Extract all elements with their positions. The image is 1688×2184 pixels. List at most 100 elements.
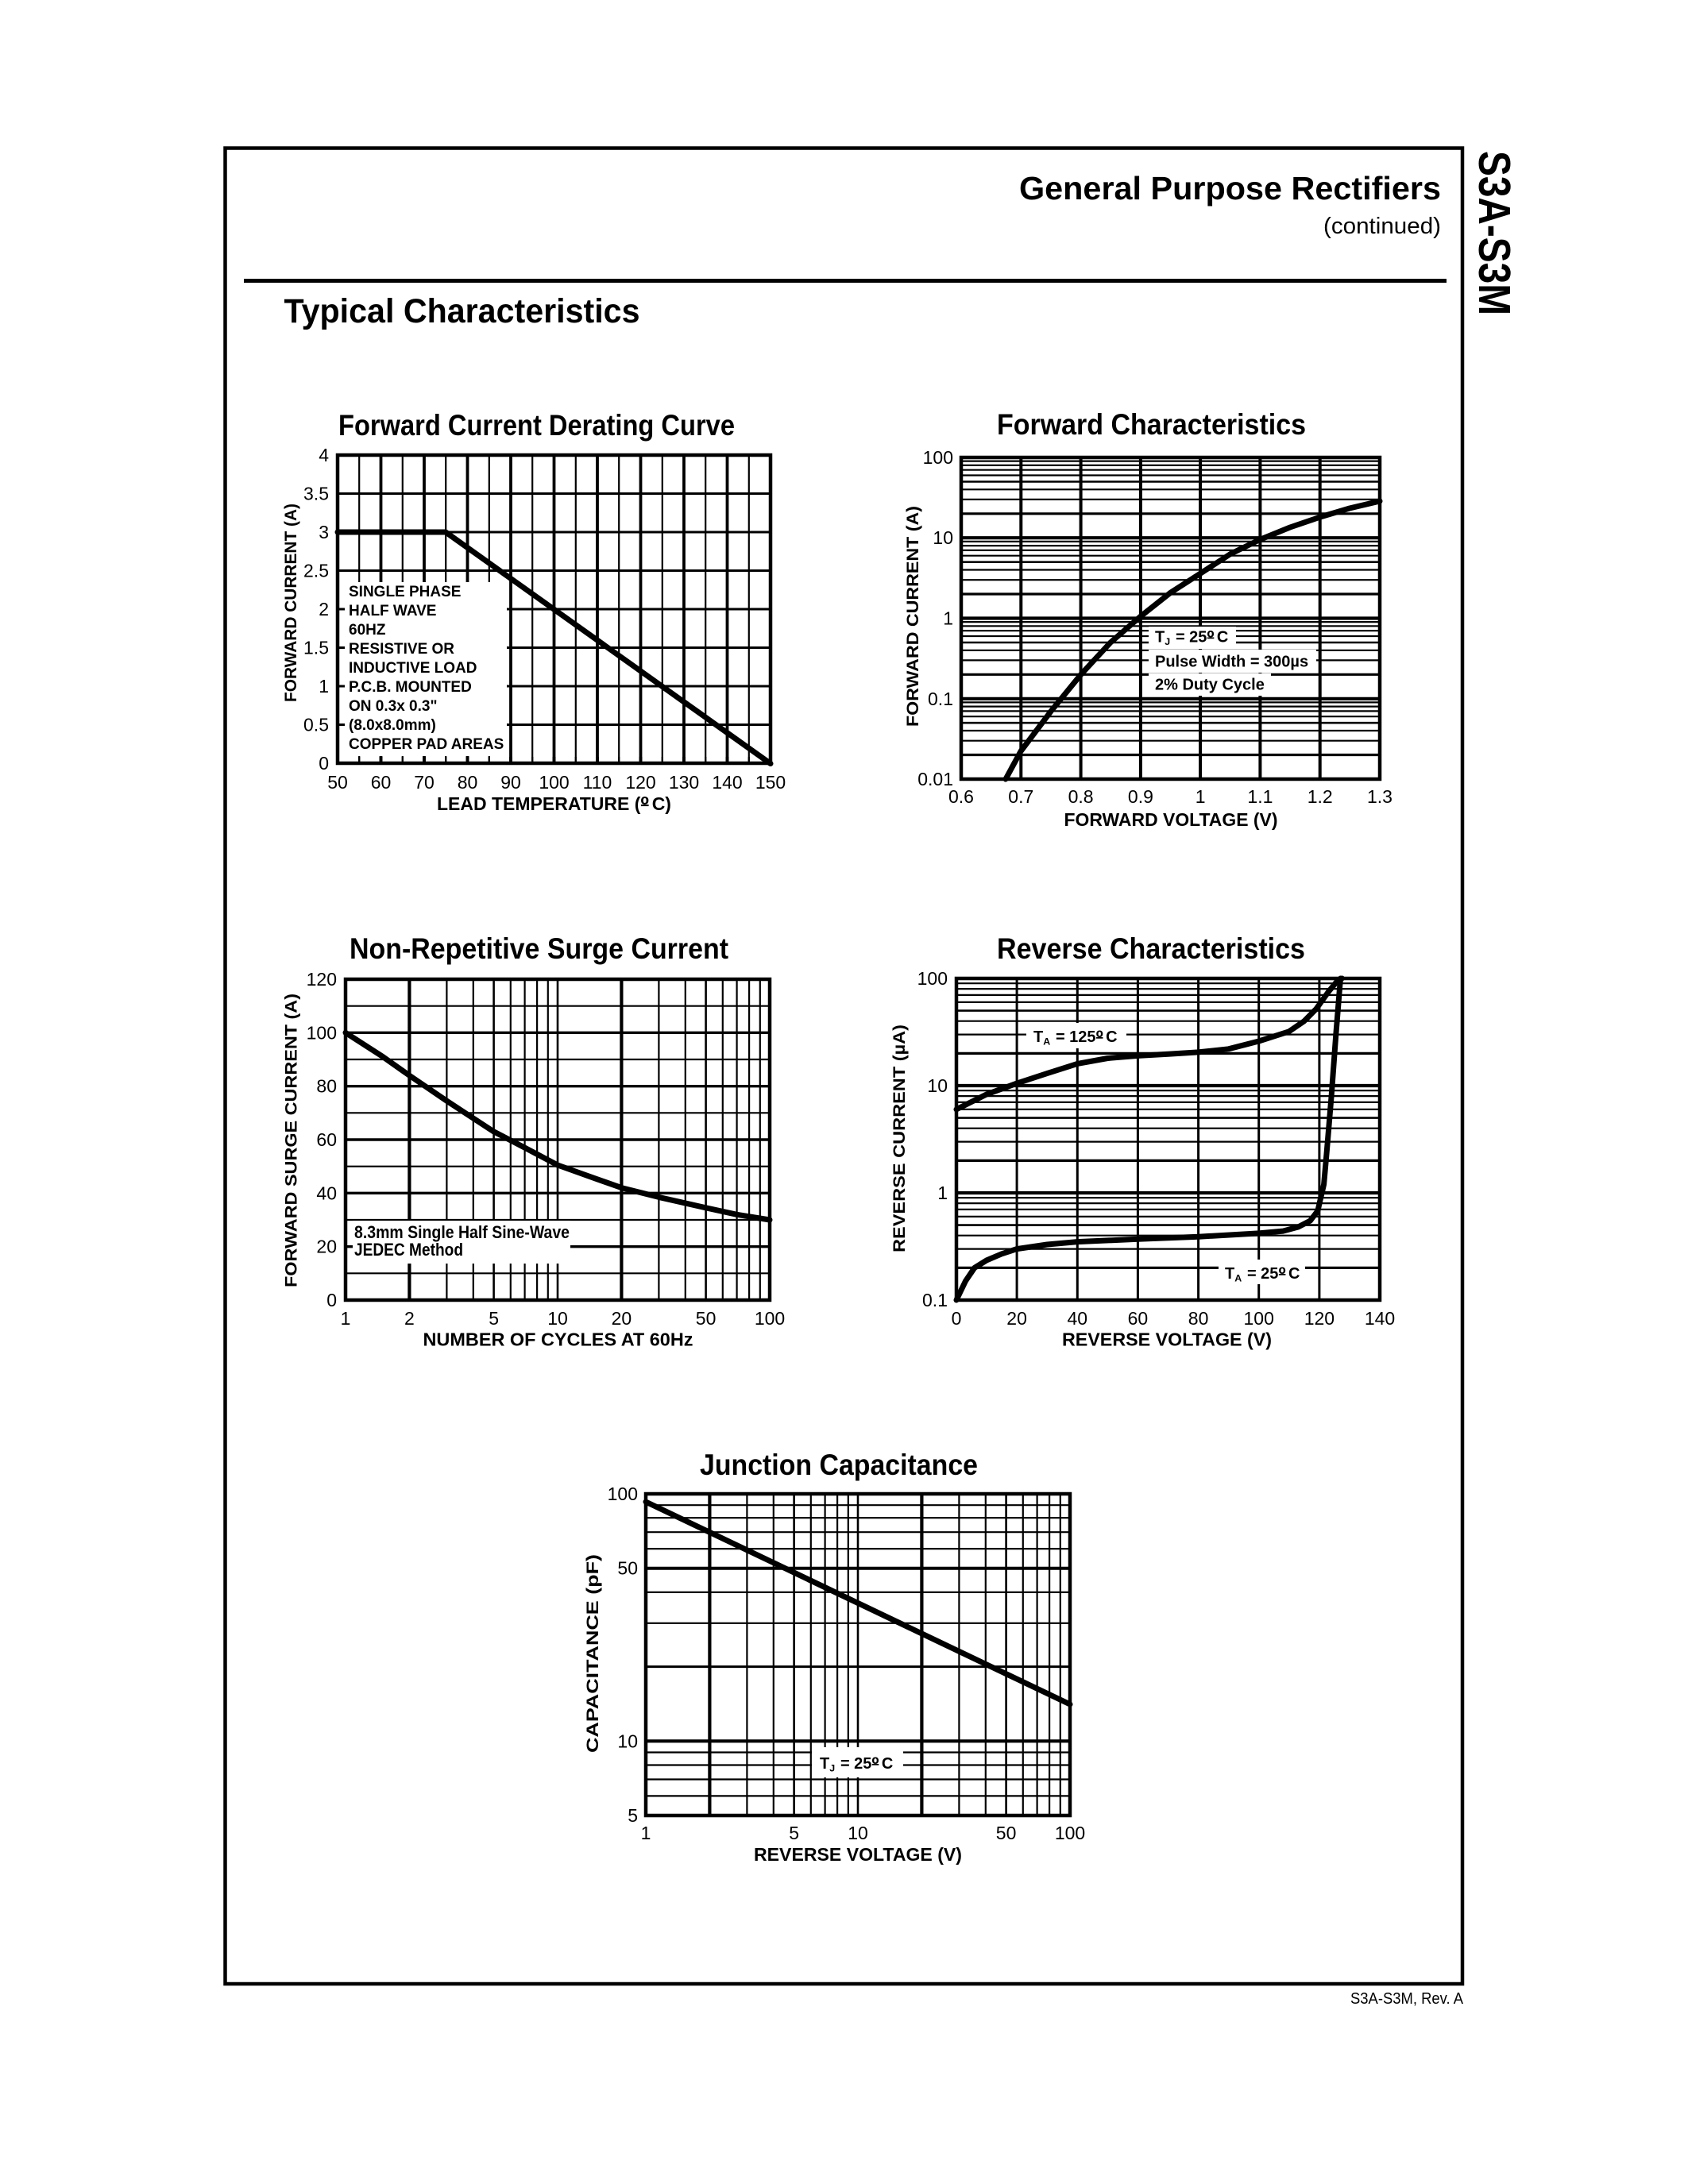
svg-text:Junction Capacitance: Junction Capacitance bbox=[700, 1448, 978, 1481]
svg-text:T: T bbox=[1225, 1265, 1234, 1283]
svg-text:S3A-S3M: S3A-S3M bbox=[1469, 151, 1520, 315]
svg-text:80: 80 bbox=[316, 1076, 337, 1097]
svg-text:Reverse Characteristics: Reverse Characteristics bbox=[997, 932, 1305, 965]
svg-text:70: 70 bbox=[414, 772, 435, 793]
svg-text:RESISTIVE OR: RESISTIVE OR bbox=[349, 641, 454, 658]
svg-text:120: 120 bbox=[307, 969, 337, 990]
svg-text:General Purpose Rectifiers: General Purpose Rectifiers bbox=[1019, 170, 1441, 206]
svg-text:90: 90 bbox=[500, 772, 521, 793]
svg-text:Forward Current Derating Curve: Forward Current Derating Curve bbox=[338, 408, 735, 442]
svg-text:60: 60 bbox=[1128, 1308, 1149, 1329]
svg-text:20: 20 bbox=[316, 1237, 337, 1257]
svg-text:= 25: = 25 bbox=[836, 1755, 871, 1773]
svg-text:0.5: 0.5 bbox=[303, 715, 329, 735]
svg-text:1.1: 1.1 bbox=[1247, 786, 1273, 807]
svg-text:Pulse Width = 300µs: Pulse Width = 300µs bbox=[1155, 654, 1308, 671]
svg-text:0.8: 0.8 bbox=[1068, 786, 1094, 807]
svg-text:3: 3 bbox=[319, 522, 329, 542]
svg-text:P.C.B. MOUNTED: P.C.B. MOUNTED bbox=[349, 679, 472, 696]
svg-text:NUMBER OF CYCLES AT 60Hz: NUMBER OF CYCLES AT 60Hz bbox=[423, 1329, 693, 1350]
svg-text:120: 120 bbox=[1304, 1308, 1335, 1329]
svg-text:150: 150 bbox=[755, 772, 786, 793]
svg-text:FORWARD SURGE CURRENT (A): FORWARD SURGE CURRENT (A) bbox=[283, 994, 301, 1287]
svg-text:LEAD TEMPERATURE (: LEAD TEMPERATURE ( bbox=[437, 793, 641, 814]
svg-text:1: 1 bbox=[641, 1823, 651, 1843]
svg-text:0.1: 0.1 bbox=[922, 1290, 948, 1310]
svg-text:FORWARD CURRENT (A): FORWARD CURRENT (A) bbox=[282, 504, 300, 702]
svg-text:SINGLE PHASE: SINGLE PHASE bbox=[349, 584, 461, 600]
svg-text:140: 140 bbox=[712, 772, 742, 793]
svg-text:130: 130 bbox=[669, 772, 699, 793]
svg-text:REVERSE VOLTAGE (V): REVERSE VOLTAGE (V) bbox=[754, 1844, 962, 1865]
svg-text:T: T bbox=[1033, 1028, 1043, 1046]
svg-text:JEDEC Method: JEDEC Method bbox=[354, 1240, 463, 1260]
svg-text:1.2: 1.2 bbox=[1308, 786, 1333, 807]
svg-text:REVERSE VOLTAGE (V): REVERSE VOLTAGE (V) bbox=[1062, 1329, 1272, 1350]
svg-text:5: 5 bbox=[628, 1805, 638, 1826]
svg-text:Typical Characteristics: Typical Characteristics bbox=[284, 292, 640, 330]
svg-text:0.7: 0.7 bbox=[1008, 786, 1033, 807]
svg-text:100: 100 bbox=[755, 1308, 785, 1329]
svg-text:= 125: = 125 bbox=[1051, 1028, 1095, 1046]
svg-text:2: 2 bbox=[404, 1308, 415, 1329]
svg-text:J: J bbox=[1165, 636, 1170, 647]
svg-text:(8.0x8.0mm): (8.0x8.0mm) bbox=[349, 717, 436, 734]
svg-text:20: 20 bbox=[612, 1308, 632, 1329]
svg-text:C: C bbox=[882, 1755, 893, 1773]
svg-text:50: 50 bbox=[696, 1308, 717, 1329]
svg-text:40: 40 bbox=[316, 1183, 337, 1203]
svg-text:2.5: 2.5 bbox=[303, 561, 329, 581]
svg-text:5: 5 bbox=[489, 1308, 499, 1329]
svg-text:50: 50 bbox=[996, 1823, 1017, 1843]
svg-text:C: C bbox=[1217, 629, 1228, 646]
svg-text:Non-Repetitive Surge Current: Non-Repetitive Surge Current bbox=[350, 932, 728, 965]
svg-text:1.3: 1.3 bbox=[1367, 786, 1393, 807]
svg-text:CAPACITANCE (pF): CAPACITANCE (pF) bbox=[584, 1554, 602, 1753]
svg-text:100: 100 bbox=[923, 447, 953, 468]
svg-text:60HZ: 60HZ bbox=[349, 622, 386, 639]
svg-text:4: 4 bbox=[319, 445, 329, 465]
svg-text:8.3mm Single Half Sine-Wave: 8.3mm Single Half Sine-Wave bbox=[354, 1222, 570, 1242]
svg-text:0.6: 0.6 bbox=[948, 786, 974, 807]
svg-text:80: 80 bbox=[1188, 1308, 1209, 1329]
svg-text:0: 0 bbox=[319, 753, 329, 774]
svg-text:3.5: 3.5 bbox=[303, 484, 329, 504]
svg-text:1: 1 bbox=[341, 1308, 351, 1329]
svg-text:120: 120 bbox=[625, 772, 655, 793]
svg-text:50: 50 bbox=[617, 1558, 638, 1579]
svg-text:1: 1 bbox=[1196, 786, 1206, 807]
svg-text:100: 100 bbox=[1055, 1823, 1085, 1843]
svg-text:10: 10 bbox=[848, 1823, 868, 1843]
svg-text:0: 0 bbox=[326, 1290, 337, 1310]
svg-text:0: 0 bbox=[952, 1308, 962, 1329]
svg-text:100: 100 bbox=[539, 772, 569, 793]
svg-text:C): C) bbox=[652, 793, 671, 814]
svg-text:0.01: 0.01 bbox=[917, 769, 953, 789]
svg-text:100: 100 bbox=[608, 1484, 638, 1504]
svg-text:0.9: 0.9 bbox=[1128, 786, 1153, 807]
svg-text:T: T bbox=[1155, 629, 1165, 646]
svg-text:COPPER PAD AREAS: COPPER PAD AREAS bbox=[349, 736, 504, 753]
svg-text:1.5: 1.5 bbox=[303, 638, 329, 658]
svg-text:2: 2 bbox=[319, 599, 329, 619]
svg-text:100: 100 bbox=[307, 1022, 337, 1043]
svg-text:110: 110 bbox=[583, 772, 612, 793]
svg-text:50: 50 bbox=[327, 772, 348, 793]
svg-text:FORWARD CURRENT (A): FORWARD CURRENT (A) bbox=[904, 506, 922, 727]
svg-text:= 25: = 25 bbox=[1242, 1265, 1278, 1283]
svg-text:1: 1 bbox=[943, 608, 953, 629]
svg-text:10: 10 bbox=[617, 1731, 638, 1751]
svg-text:J: J bbox=[829, 1763, 835, 1774]
svg-text:Forward Characteristics: Forward Characteristics bbox=[997, 407, 1306, 441]
svg-text:C: C bbox=[1288, 1265, 1300, 1283]
svg-text:A: A bbox=[1043, 1036, 1050, 1048]
svg-text:0.1: 0.1 bbox=[928, 689, 953, 709]
svg-text:HALF WAVE: HALF WAVE bbox=[349, 603, 436, 619]
svg-text:10: 10 bbox=[933, 527, 953, 548]
svg-text:40: 40 bbox=[1068, 1308, 1088, 1329]
svg-text:5: 5 bbox=[789, 1823, 799, 1843]
svg-text:10: 10 bbox=[547, 1308, 568, 1329]
svg-text:= 25: = 25 bbox=[1171, 629, 1207, 646]
svg-text:C: C bbox=[1106, 1028, 1117, 1046]
svg-text:T: T bbox=[820, 1755, 829, 1773]
